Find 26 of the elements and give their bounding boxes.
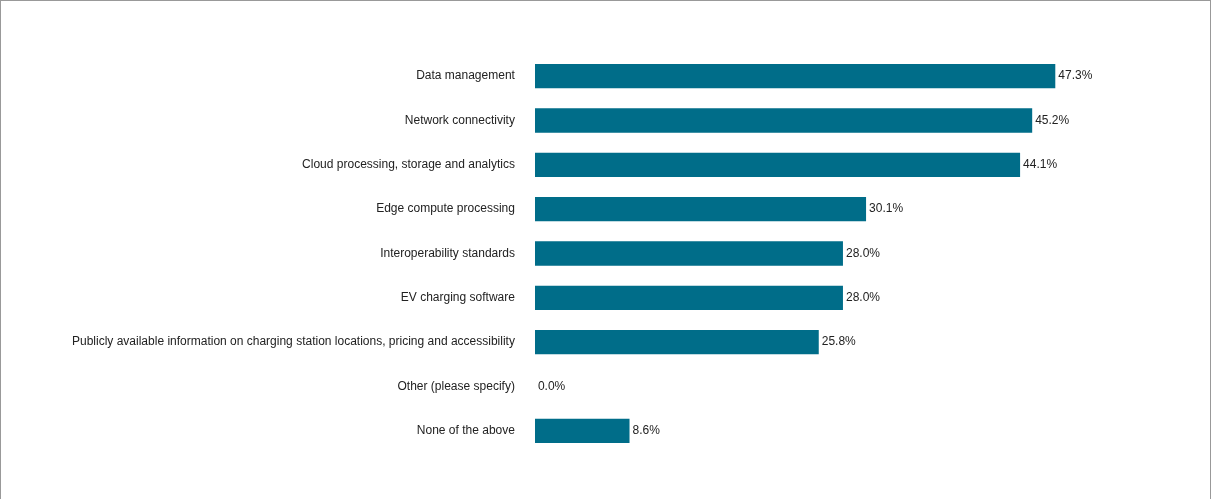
data-label: 0.0%	[537, 378, 566, 393]
y-tick-label: None of the above	[416, 423, 516, 438]
y-tick-label: Data management	[416, 68, 516, 83]
data-label: 45.2%	[1035, 112, 1070, 127]
bar	[534, 108, 1033, 133]
data-label: 28.0%	[845, 290, 881, 305]
bar	[534, 285, 843, 311]
y-tick-label: Interoperability standards	[380, 245, 515, 260]
bar	[534, 63, 1056, 89]
data-label: 44.1%	[1023, 157, 1058, 172]
bar	[534, 241, 843, 266]
bar	[534, 152, 1021, 178]
bar	[534, 329, 819, 355]
data-label: 47.3%	[1058, 68, 1093, 83]
y-tick-label: Network connectivity	[404, 112, 515, 127]
y-tick-label: Publicly available information on charging station locations, pricing and accessibility	[72, 334, 515, 349]
data-label: 25.8%	[821, 334, 857, 349]
bar	[534, 196, 867, 222]
y-tick-label: Other (please specify)	[397, 378, 515, 393]
data-label: 30.1%	[869, 201, 904, 216]
y-tick-label: EV charging software	[400, 290, 516, 305]
data-label: 28.0%	[845, 245, 881, 260]
y-tick-label: Edge compute processing	[376, 201, 515, 216]
bar	[534, 418, 630, 444]
data-label: 8.6%	[632, 423, 661, 438]
y-tick-label: Cloud processing, storage and analytics	[302, 157, 515, 172]
